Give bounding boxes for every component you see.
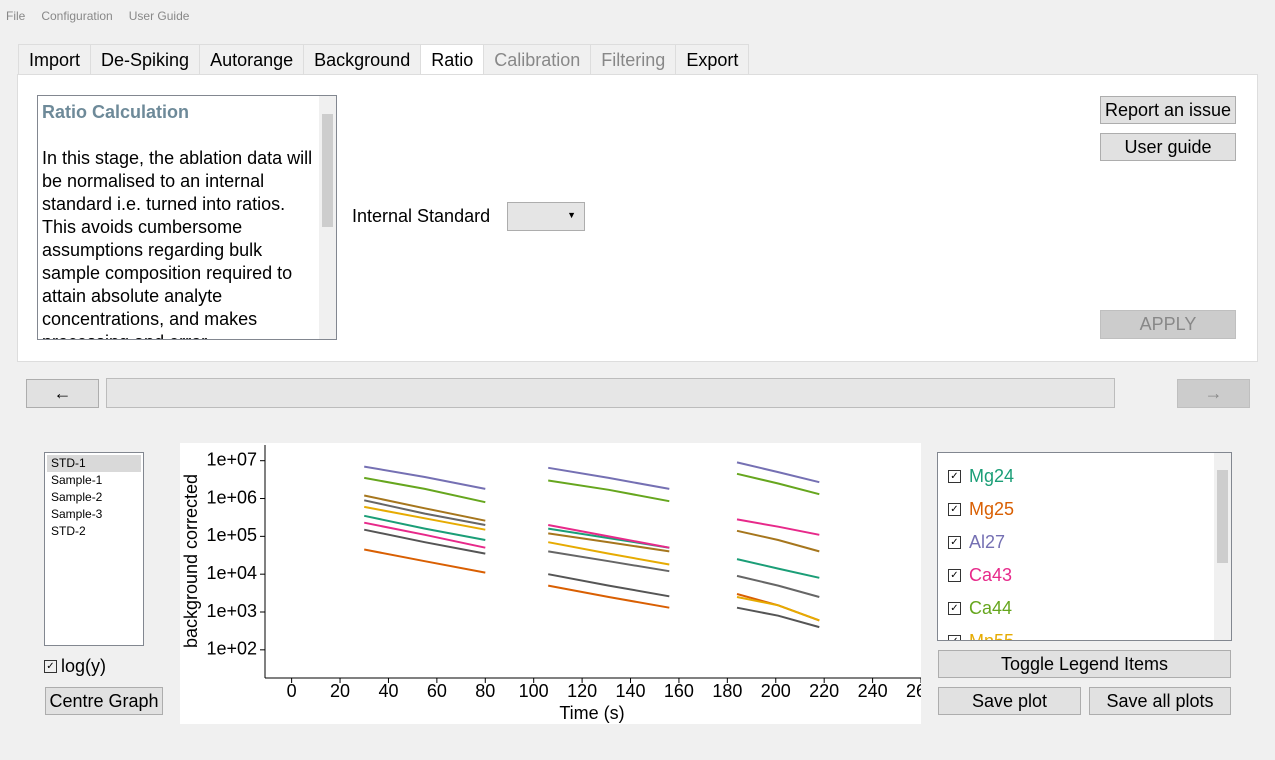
scrollbar[interactable] — [1214, 453, 1231, 640]
legend: ✓ Mg24 ✓ Mg25 ✓ Al27 ✓ Ca43 ✓ Ca44 ✓ Mn55 — [937, 452, 1232, 641]
x-tick-label: 0 — [287, 681, 297, 701]
legend-label: Al27 — [969, 532, 1006, 552]
x-tick-label: 80 — [475, 681, 495, 701]
y-tick-label: 1e+04 — [206, 563, 257, 583]
sample-item[interactable]: Sample-2 — [51, 490, 103, 504]
tab[interactable]: Calibration — [483, 44, 592, 75]
series-line — [363, 494, 820, 553]
legend-item[interactable]: ✓ Mg24 — [938, 460, 1231, 493]
y-axis-label: background corrected — [181, 474, 201, 648]
tab[interactable]: Background — [303, 44, 422, 75]
centre-button[interactable]: Centre Graph — [45, 687, 163, 715]
guide-button[interactable]: User guide — [1100, 133, 1236, 161]
scrollbar[interactable] — [319, 96, 336, 339]
chart: background corrected Time (s) 1e+02 1e+03… — [180, 443, 921, 724]
apply-button[interactable]: APPLY — [1100, 310, 1236, 339]
tab[interactable]: Ratio — [420, 44, 485, 75]
x-tick-label: 40 — [378, 681, 398, 701]
y-tick-label: 1e+03 — [206, 601, 257, 621]
legend-label: Ca43 — [969, 565, 1013, 585]
y-tick-label: 1e+06 — [206, 487, 257, 507]
sample-item[interactable]: STD-2 — [51, 524, 86, 538]
y-tick-label: 1e+02 — [206, 639, 257, 659]
tab[interactable]: Export — [675, 44, 750, 75]
x-tick-label: 100 — [519, 681, 549, 701]
x-tick-label: 220 — [809, 681, 839, 701]
tab-bar: Import De-Spiking Autorange Background Ratio… — [18, 44, 750, 75]
y-tick-label: 1e+05 — [206, 525, 257, 545]
log-checkbox[interactable]: ✓ log(y) — [44, 656, 106, 677]
sample-item[interactable]: Sample-3 — [51, 507, 103, 521]
label: Internal Standard — [352, 206, 491, 226]
x-axis-label: Time (s) — [559, 703, 624, 723]
x-tick-label: 120 — [567, 681, 597, 701]
checkbox[interactable]: ✓ — [948, 536, 961, 549]
x-tick-label: 240 — [858, 681, 888, 701]
checkbox[interactable]: ✓ — [948, 470, 961, 483]
report-button[interactable]: Report an issue — [1100, 96, 1236, 124]
y-tick-label: 1e+07 — [206, 449, 257, 469]
tab[interactable]: Autorange — [199, 44, 305, 75]
menu-item[interactable]: File — [6, 9, 26, 23]
legend-item[interactable]: ✓ Mn55 — [938, 625, 1231, 641]
tab[interactable]: De-Spiking — [90, 44, 201, 75]
checkbox[interactable]: ✓ — [948, 602, 961, 615]
sample-item[interactable]: Sample-1 — [51, 473, 103, 487]
checkbox[interactable]: ✓ — [948, 503, 961, 516]
checkbox[interactable]: ✓ — [948, 635, 961, 640]
series-line — [363, 499, 820, 598]
sample-item[interactable]: STD-1 — [47, 455, 141, 472]
legend-item[interactable]: ✓ Ca43 — [938, 559, 1231, 592]
series-line — [364, 461, 820, 490]
info-title: Ratio Calculation — [42, 102, 190, 122]
save-all-button[interactable]: Save all plots — [1089, 687, 1231, 715]
series-line — [364, 505, 820, 622]
x-tick-label: 200 — [761, 681, 791, 701]
x-tick-label: 180 — [712, 681, 742, 701]
series-line — [363, 528, 820, 629]
series-line — [363, 514, 820, 579]
menu-item[interactable]: User Guide — [128, 9, 190, 23]
legend-label: Mg24 — [969, 466, 1015, 486]
save-plot-button[interactable]: Save plot — [938, 687, 1081, 715]
series-line — [364, 518, 820, 549]
x-tick-label: 140 — [615, 681, 645, 701]
legend-item[interactable]: ✓ Mg25 — [938, 493, 1231, 526]
sample-list[interactable]: STD-1 Sample-1 Sample-2 Sample-3 STD-2 — [44, 452, 144, 646]
x-tick-label: 20 — [330, 681, 350, 701]
menu-item[interactable]: Configuration — [41, 9, 113, 23]
checkbox[interactable]: ✓ — [948, 569, 961, 582]
checkbox-label: log(y) — [61, 656, 107, 676]
x-tick-label: 160 — [664, 681, 694, 701]
forward-button[interactable]: → — [1177, 379, 1250, 408]
legend-label: Mg25 — [969, 499, 1015, 519]
menu-bar: File Configuration User Guide — [6, 7, 205, 25]
info-box: Ratio Calculation In this stage, the abl… — [37, 95, 337, 340]
legend-label: Mn55 — [969, 631, 1015, 641]
legend-label: Ca44 — [969, 598, 1013, 618]
legend-item[interactable]: ✓ Al27 — [938, 526, 1231, 559]
x-tick-label: 260 — [906, 681, 921, 701]
back-button[interactable]: ← — [26, 379, 99, 408]
x-tick-label: 60 — [427, 681, 447, 701]
progress-bar — [106, 378, 1115, 408]
tab[interactable]: Filtering — [590, 44, 677, 75]
info-text: In this stage, the ablation data will be… — [42, 148, 313, 339]
toggle-legend-button[interactable]: Toggle Legend Items — [938, 650, 1231, 678]
tab[interactable]: Import — [18, 44, 92, 75]
dropdown[interactable]: ▼ — [507, 202, 585, 231]
legend-item[interactable]: ✓ Ca44 — [938, 592, 1231, 625]
series-line — [364, 472, 820, 504]
